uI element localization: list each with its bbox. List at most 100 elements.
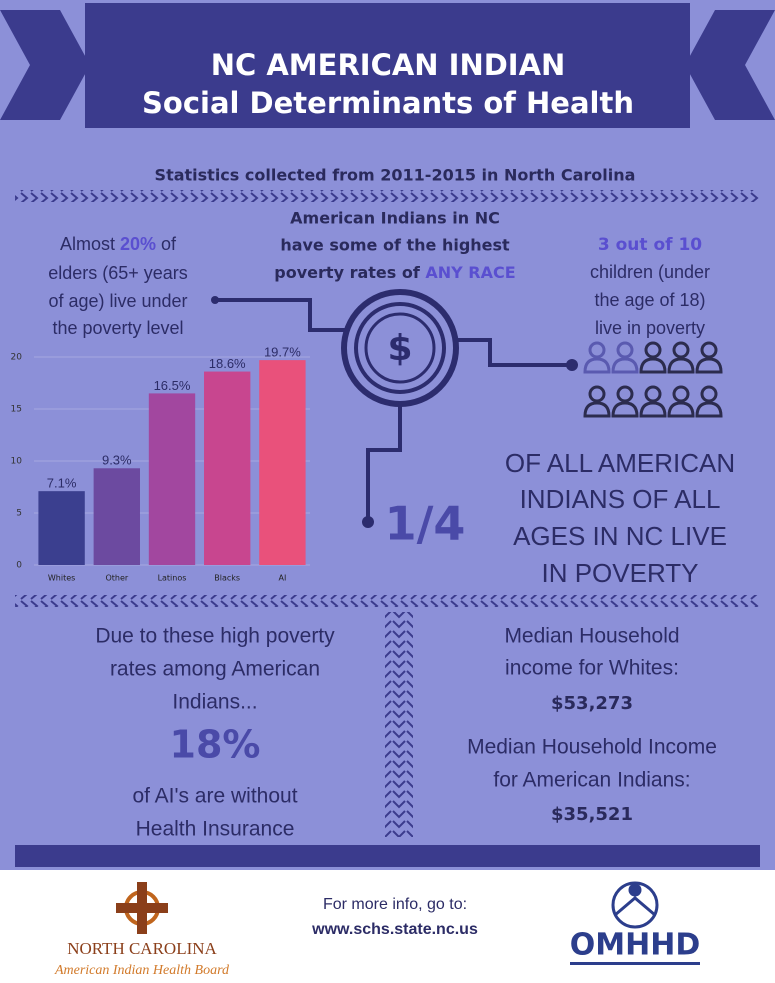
divider-vertical (385, 612, 413, 837)
text: of (156, 234, 177, 254)
income-value: $53,273 (551, 693, 633, 714)
person-body (583, 401, 611, 418)
person-body (583, 357, 611, 374)
footer-info: For more info, go to: (323, 896, 467, 913)
text: poverty rates of (274, 263, 425, 282)
quarter-text: OF ALL AMERICAN (505, 448, 735, 478)
person-body (667, 357, 695, 374)
elders-text: elders (65+ years (48, 263, 188, 283)
elders-text: Almost 20% of (60, 234, 177, 254)
person-head (672, 385, 690, 403)
person-body (695, 357, 723, 374)
dollar-symbol: $ (387, 328, 412, 369)
bar (259, 360, 306, 565)
insurance-highlight: 18% (170, 723, 261, 767)
bottom-bar (15, 845, 760, 867)
person-body (695, 401, 723, 418)
person-head (672, 341, 690, 359)
y-tick-label: 5 (16, 509, 22, 519)
connector (215, 298, 345, 332)
person-head (616, 385, 634, 403)
person-head (588, 341, 606, 359)
income-text: Median Household (504, 625, 679, 648)
x-tick-label: Blacks (214, 574, 240, 583)
connector (455, 338, 572, 367)
y-tick-label: 10 (11, 457, 23, 467)
highlight: 20% (120, 234, 156, 254)
chevron-right (685, 10, 775, 120)
insurance-text: of AI's are without (132, 785, 297, 808)
person-body (611, 357, 639, 374)
children-text: the age of 18) (594, 290, 705, 310)
insurance-text: rates among American (110, 658, 320, 681)
dot (362, 516, 374, 528)
value-label: 7.1% (47, 476, 77, 491)
x-tick-label: Whites (48, 574, 75, 583)
header-banner (85, 3, 690, 128)
logo-rule (570, 962, 700, 965)
dot (566, 359, 578, 371)
dollar-ring (364, 312, 436, 384)
person-body (611, 401, 639, 418)
bar (148, 393, 196, 565)
value-label: 9.3% (102, 453, 132, 468)
children-text: children (under (590, 262, 710, 282)
quarter-text: IN POVERTY (541, 558, 698, 588)
x-tick-label: Other (105, 574, 128, 583)
left-logo-icon (116, 882, 168, 934)
quarter-text: AGES IN NC LIVE (513, 521, 727, 551)
center-text: poverty rates of ANY RACE (274, 263, 515, 282)
connector (366, 405, 402, 520)
person-head (700, 385, 718, 403)
dollar-ring (341, 289, 459, 407)
footer-url: www.schs.state.nc.us (311, 921, 478, 938)
bar (38, 491, 85, 565)
highlight: ANY RACE (425, 263, 515, 282)
income-value: $35,521 (551, 804, 633, 825)
value-label: 16.5% (154, 378, 191, 393)
person-head (644, 385, 662, 403)
income-text: for American Indians: (493, 769, 690, 792)
person-head (700, 341, 718, 359)
people-icons (583, 341, 723, 418)
y-tick-label: 0 (16, 561, 22, 571)
person-head (588, 385, 606, 403)
left-logo-text: NORTH CAROLINA (67, 939, 217, 958)
dollar-ring (354, 302, 446, 394)
y-tick-label: 20 (11, 353, 23, 363)
x-tick-label: Latinos (158, 574, 187, 583)
person-body (639, 357, 667, 374)
divider (15, 595, 760, 607)
x-tick-label: AI (278, 574, 286, 583)
quarter-text: INDIANS OF ALL (520, 484, 721, 514)
quarter-fraction: 1/4 (385, 497, 466, 551)
title: NC AMERICAN INDIAN (211, 48, 566, 82)
children-highlight: 3 out of 10 (598, 235, 702, 255)
dot (211, 296, 219, 304)
children-text: live in poverty (595, 318, 705, 338)
value-label: 18.6% (209, 356, 246, 371)
center-text: American Indians in NC (290, 209, 500, 228)
person-head (616, 341, 634, 359)
subtitle: Statistics collected from 2011-2015 in N… (155, 166, 636, 185)
value-label: 19.7% (264, 345, 301, 360)
person-body (639, 401, 667, 418)
y-tick-label: 15 (11, 405, 22, 415)
chevron-left (0, 10, 90, 120)
insurance-text: Health Insurance (136, 818, 295, 841)
text: Almost (60, 234, 120, 254)
right-logo-icon (611, 881, 659, 929)
bar (93, 468, 140, 565)
income-text: Median Household Income (467, 736, 717, 759)
center-text: have some of the highest (280, 236, 510, 255)
left-logo-text: American Indian Health Board (54, 963, 230, 978)
elders-text: of age) live under (48, 291, 187, 311)
insurance-text: Indians... (172, 691, 257, 714)
right-logo-text: OMHHD (570, 928, 700, 963)
bar (204, 371, 251, 565)
title: Social Determinants of Health (142, 86, 634, 120)
connectors (215, 298, 572, 520)
elders-text: the poverty level (52, 318, 183, 338)
divider (15, 190, 760, 202)
